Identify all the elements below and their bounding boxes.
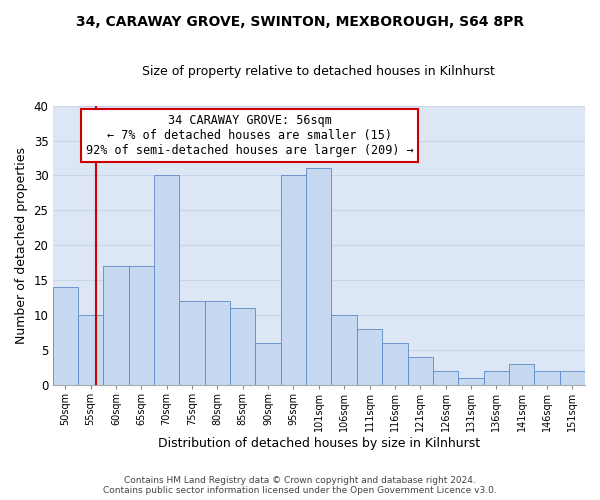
- Bar: [382, 344, 407, 385]
- Bar: [256, 344, 281, 385]
- Bar: [534, 372, 560, 385]
- Bar: [306, 168, 331, 385]
- Bar: [560, 372, 585, 385]
- Bar: [179, 302, 205, 385]
- X-axis label: Distribution of detached houses by size in Kilnhurst: Distribution of detached houses by size …: [158, 437, 480, 450]
- Text: 34, CARAWAY GROVE, SWINTON, MEXBOROUGH, S64 8PR: 34, CARAWAY GROVE, SWINTON, MEXBOROUGH, …: [76, 15, 524, 29]
- Bar: [458, 378, 484, 385]
- Bar: [128, 266, 154, 385]
- Bar: [433, 372, 458, 385]
- Bar: [281, 176, 306, 385]
- Bar: [484, 372, 509, 385]
- Text: Contains HM Land Registry data © Crown copyright and database right 2024.
Contai: Contains HM Land Registry data © Crown c…: [103, 476, 497, 495]
- Bar: [103, 266, 128, 385]
- Bar: [357, 330, 382, 385]
- Y-axis label: Number of detached properties: Number of detached properties: [15, 147, 28, 344]
- Title: Size of property relative to detached houses in Kilnhurst: Size of property relative to detached ho…: [142, 65, 495, 78]
- Bar: [407, 358, 433, 385]
- Bar: [154, 176, 179, 385]
- Bar: [509, 364, 534, 385]
- Text: 34 CARAWAY GROVE: 56sqm
← 7% of detached houses are smaller (15)
92% of semi-det: 34 CARAWAY GROVE: 56sqm ← 7% of detached…: [86, 114, 413, 157]
- Bar: [331, 316, 357, 385]
- Bar: [230, 308, 256, 385]
- Bar: [205, 302, 230, 385]
- Bar: [78, 316, 103, 385]
- Bar: [53, 288, 78, 385]
